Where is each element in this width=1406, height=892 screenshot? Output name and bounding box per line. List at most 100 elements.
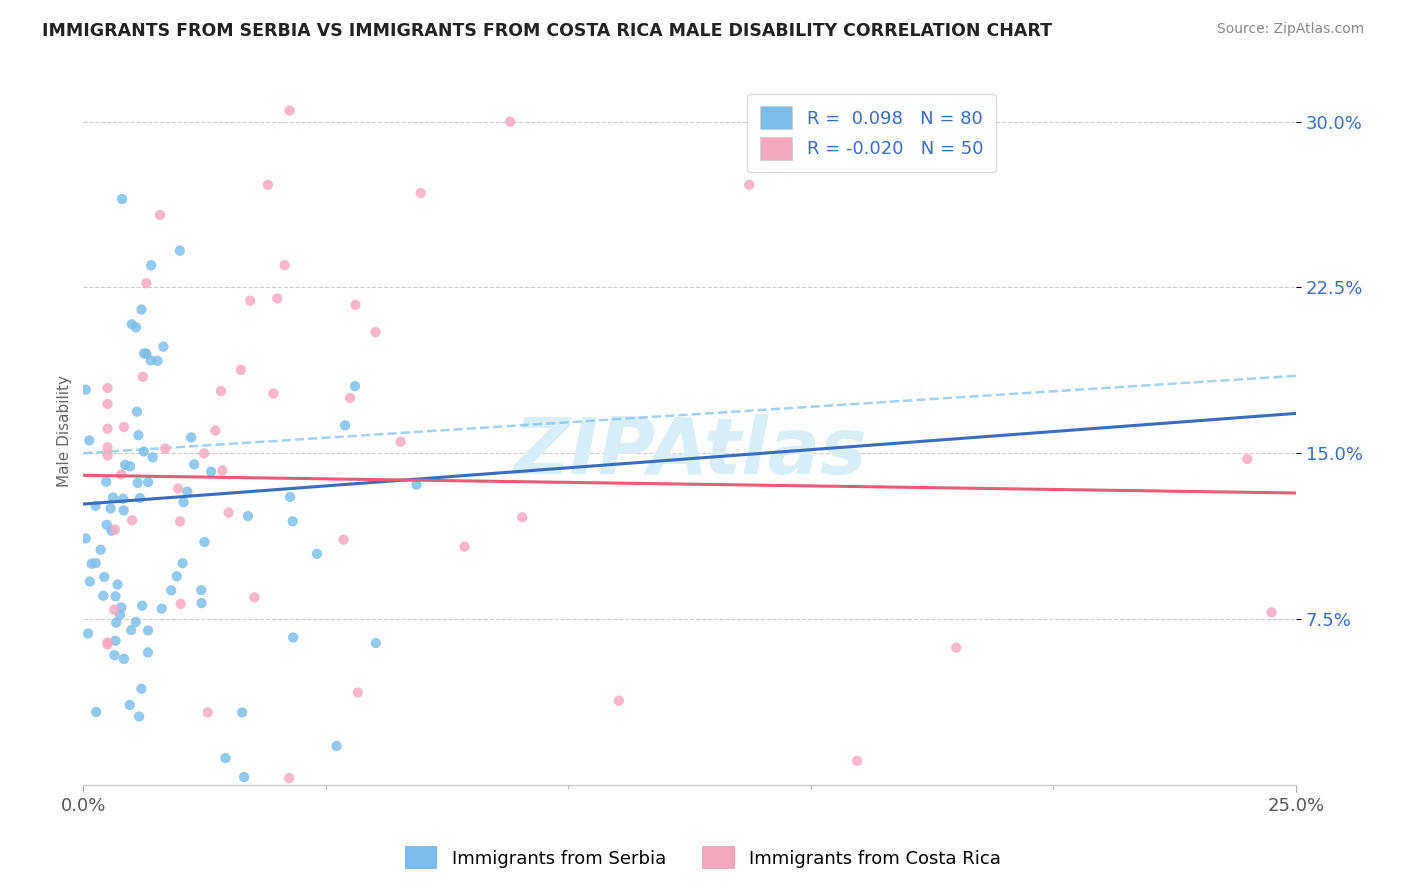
Point [214,751,236,765]
Point [100,501,122,516]
Point [332,533,354,547]
Point [453,540,475,554]
Point [510,510,533,524]
Point [499,114,522,128]
Point [77,434,100,448]
Point [409,186,432,200]
Point [132,444,155,458]
Point [135,347,157,361]
Point [607,693,630,707]
Point [344,298,367,312]
Point [129,491,152,505]
Point [347,685,370,699]
Point [197,706,219,720]
Point [127,428,149,442]
Point [364,636,387,650]
Point [96,637,118,651]
Point [166,569,188,583]
Point [103,648,125,663]
Point [96,397,118,411]
Point [305,547,328,561]
Point [1236,452,1258,467]
Point [96,449,118,463]
Point [107,577,129,591]
Text: Source: ZipAtlas.com: Source: ZipAtlas.com [1216,22,1364,37]
Point [160,583,183,598]
Point [84,705,107,719]
Text: IMMIGRANTS FROM SERBIA VS IMMIGRANTS FROM COSTA RICA MALE DISABILITY CORRELATION: IMMIGRANTS FROM SERBIA VS IMMIGRANTS FRO… [42,22,1052,40]
Point [190,583,212,598]
Point [101,491,124,505]
Point [96,422,118,436]
Point [136,475,159,489]
Point [339,391,361,405]
Point [127,475,149,490]
Point [243,591,266,605]
Point [364,325,387,339]
Point [131,681,153,696]
Point [96,440,118,454]
Point [190,596,212,610]
Point [75,383,97,397]
Point [110,467,132,482]
Point [104,633,127,648]
Point [100,524,122,538]
Point [146,354,169,368]
Point [105,615,128,630]
Point [405,477,427,491]
Point [149,208,172,222]
Point [112,503,135,517]
Point [94,475,117,489]
Point [239,293,262,308]
Point [125,404,148,418]
Point [278,490,301,504]
Point [120,459,142,474]
Point [120,623,142,637]
Point [104,523,127,537]
Point [136,645,159,659]
Point [211,463,233,477]
Point [262,386,284,401]
Point [231,706,253,720]
Point [173,495,195,509]
Point [75,532,97,546]
Point [176,484,198,499]
Point [125,615,148,629]
Point [111,192,134,206]
Point [90,542,112,557]
Point [343,379,366,393]
Point [229,363,252,377]
Point [121,318,143,332]
Point [273,258,295,272]
Point [125,320,148,334]
Point [281,631,304,645]
Point [136,624,159,638]
Point [132,369,155,384]
Point [218,506,240,520]
Point [209,384,232,398]
Point [132,346,155,360]
Point [193,535,215,549]
Text: ZIPAtlas: ZIPAtlas [513,414,866,491]
Point [79,574,101,589]
Point [945,640,967,655]
Point [112,420,135,434]
Point [281,514,304,528]
Point [139,353,162,368]
Point [141,258,163,272]
Point [738,178,761,192]
Point [112,491,135,506]
Point [128,709,150,723]
Point [77,626,100,640]
Point [1260,605,1282,619]
Point [193,446,215,460]
Legend: R =  0.098   N = 80, R = -0.020   N = 50: R = 0.098 N = 80, R = -0.020 N = 50 [747,94,995,172]
Point [131,599,153,613]
Point [204,424,226,438]
Point [180,430,202,444]
Point [846,754,869,768]
Point [91,589,114,603]
Point [152,340,174,354]
Point [108,607,131,622]
Point [96,635,118,649]
